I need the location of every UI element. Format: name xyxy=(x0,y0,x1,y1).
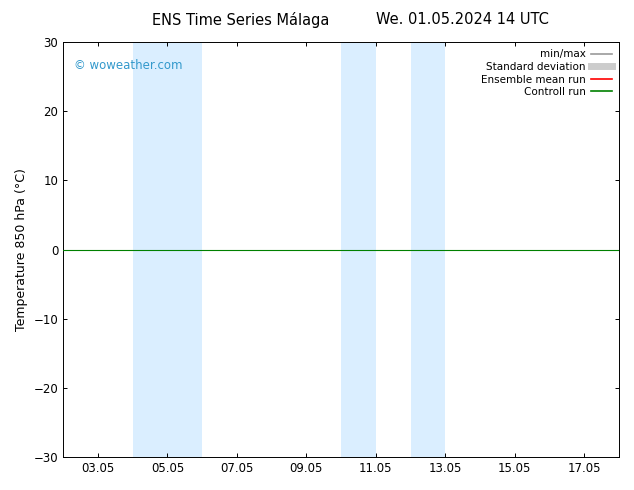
Text: © woweather.com: © woweather.com xyxy=(74,59,183,72)
Bar xyxy=(341,42,376,457)
Bar xyxy=(411,42,445,457)
Text: ENS Time Series Málaga: ENS Time Series Málaga xyxy=(152,12,330,28)
Text: We. 01.05.2024 14 UTC: We. 01.05.2024 14 UTC xyxy=(377,12,549,27)
Legend: min/max, Standard deviation, Ensemble mean run, Controll run: min/max, Standard deviation, Ensemble me… xyxy=(479,47,614,99)
Y-axis label: Temperature 850 hPa (°C): Temperature 850 hPa (°C) xyxy=(15,168,28,331)
Bar xyxy=(133,42,202,457)
